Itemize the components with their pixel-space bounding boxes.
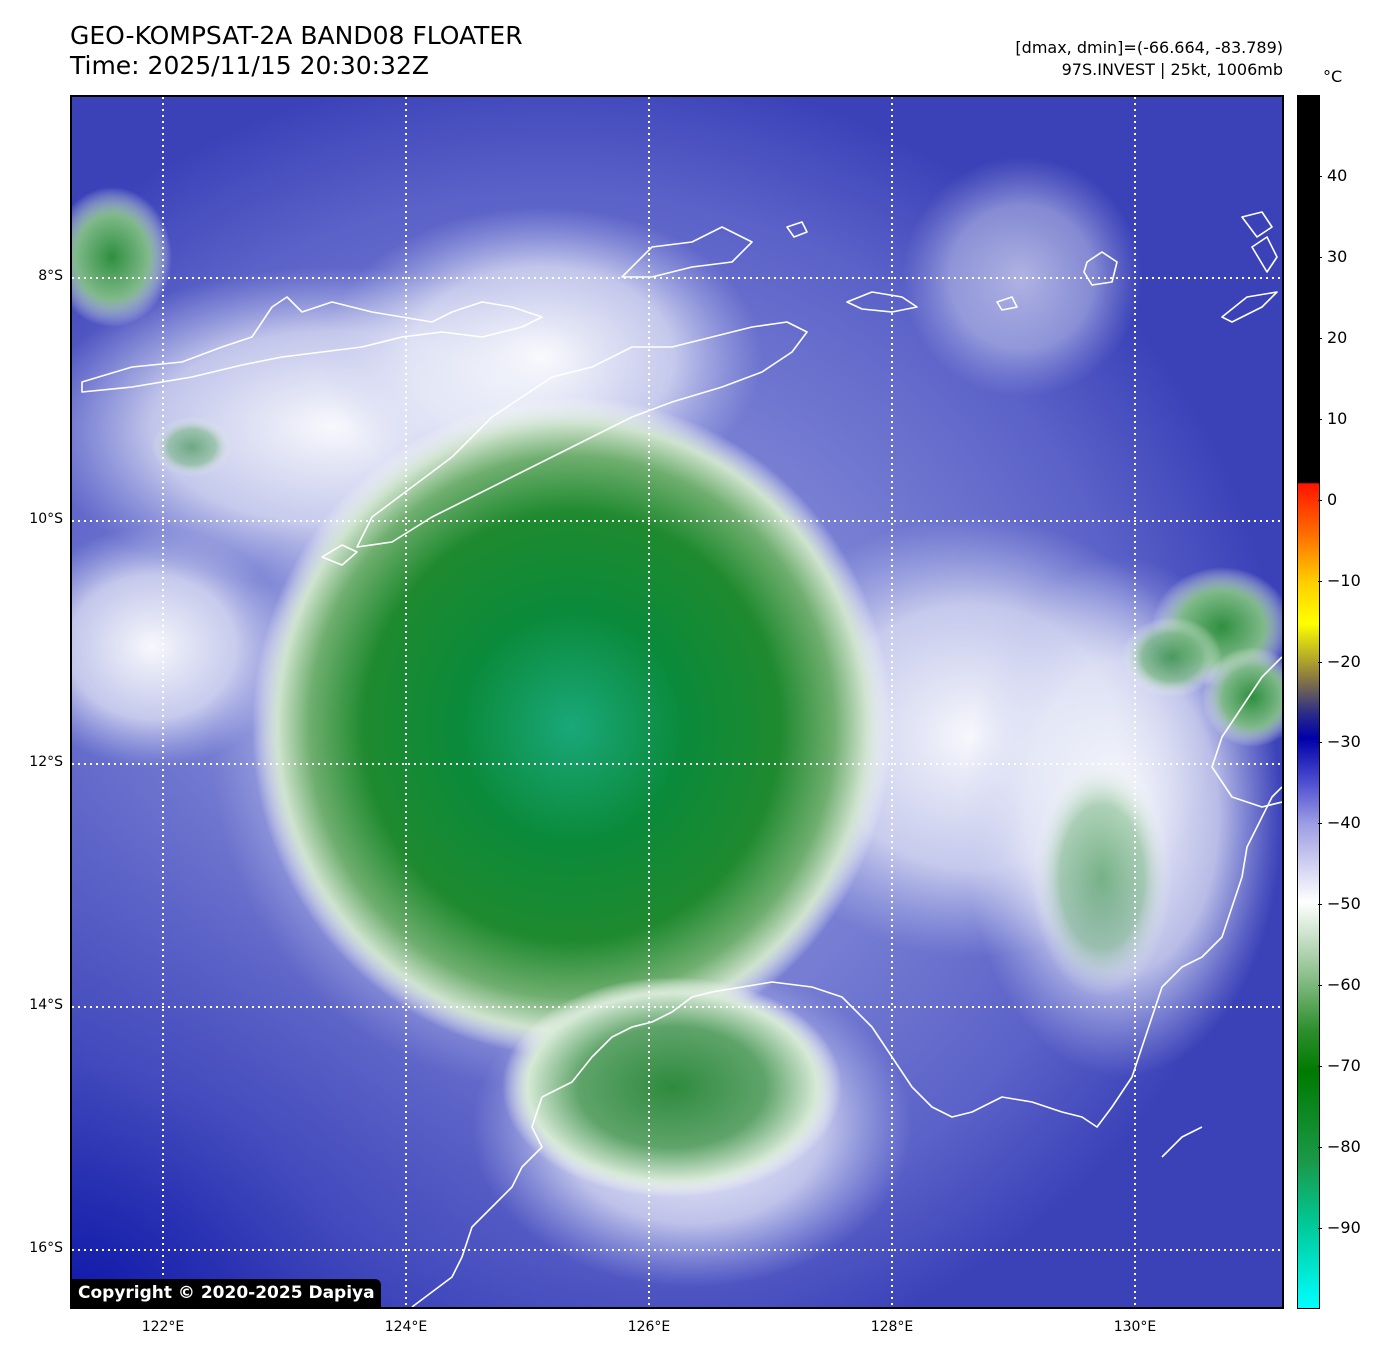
storm-info-label: 97S.INVEST | 25kt, 1006mb [1061, 60, 1283, 79]
colorbar-tick-mark [1318, 661, 1322, 663]
colorbar-tick-mark [1318, 1066, 1322, 1068]
colorbar-tick-mark [1318, 985, 1322, 987]
lon-label-130e: 130°E [1113, 1319, 1157, 1335]
colorbar-tick-label: −70 [1327, 1056, 1361, 1076]
colorbar-tick-mark [1318, 256, 1322, 258]
colorbar-tick-label: −10 [1327, 570, 1361, 590]
colorbar-tick-label: −30 [1327, 732, 1361, 752]
colorbar-tick-label: −40 [1327, 813, 1361, 833]
colorbar-tick-mark [1318, 1147, 1322, 1149]
colorbar-tick-label: 30 [1327, 246, 1348, 266]
coastlines [81, 211, 1282, 1307]
colorbar-tick-label: −20 [1327, 651, 1361, 671]
lat-label-8s: 8°S [38, 268, 63, 284]
colorbar-tick-mark [1318, 823, 1322, 825]
lon-label-128e: 128°E [870, 1319, 914, 1335]
colorbar-tick-label: −60 [1327, 975, 1361, 995]
colorbar-tick-mark [1318, 499, 1322, 501]
satellite-map: Copyright © 2020-2025 Dapiya [70, 95, 1284, 1309]
colorbar-tick-label: −50 [1327, 894, 1361, 914]
colorbar-tick-mark [1318, 904, 1322, 906]
map-gridlines [72, 97, 1282, 1307]
colorbar-unit: °C [1323, 67, 1343, 86]
lat-label-16s: 16°S [29, 1240, 63, 1256]
colorbar-tick-label: 10 [1327, 408, 1348, 428]
colorbar-tick-label: 20 [1327, 327, 1348, 347]
map-imagery [72, 97, 1282, 1307]
data-range-label: [dmax, dmin]=(-66.664, -83.789) [1015, 38, 1283, 57]
colorbar-tick-label: −80 [1327, 1137, 1361, 1157]
colorbar [1297, 95, 1320, 1309]
lon-label-122e: 122°E [141, 1319, 185, 1335]
colorbar-tick-mark [1318, 175, 1322, 177]
colorbar-tick-label: −90 [1327, 1218, 1361, 1238]
copyright-label: Copyright © 2020-2025 Dapiya [72, 1279, 381, 1307]
colorbar-tick-mark [1318, 337, 1322, 339]
colorbar-tick-label: 0 [1327, 489, 1338, 509]
colorbar-tick-label: 40 [1327, 165, 1348, 185]
lat-label-10s: 10°S [29, 511, 63, 527]
colorbar-tick-mark [1318, 1228, 1322, 1230]
colorbar-tick-mark [1318, 418, 1322, 420]
lat-label-14s: 14°S [29, 997, 63, 1013]
image-timestamp: Time: 2025/11/15 20:30:32Z [70, 51, 429, 80]
colorbar-tick-mark [1318, 742, 1322, 744]
image-title: GEO-KOMPSAT-2A BAND08 FLOATER [70, 21, 523, 50]
lon-label-124e: 124°E [384, 1319, 428, 1335]
lat-label-12s: 12°S [29, 754, 63, 770]
colorbar-tick-mark [1318, 580, 1322, 582]
lon-label-126e: 126°E [627, 1319, 671, 1335]
